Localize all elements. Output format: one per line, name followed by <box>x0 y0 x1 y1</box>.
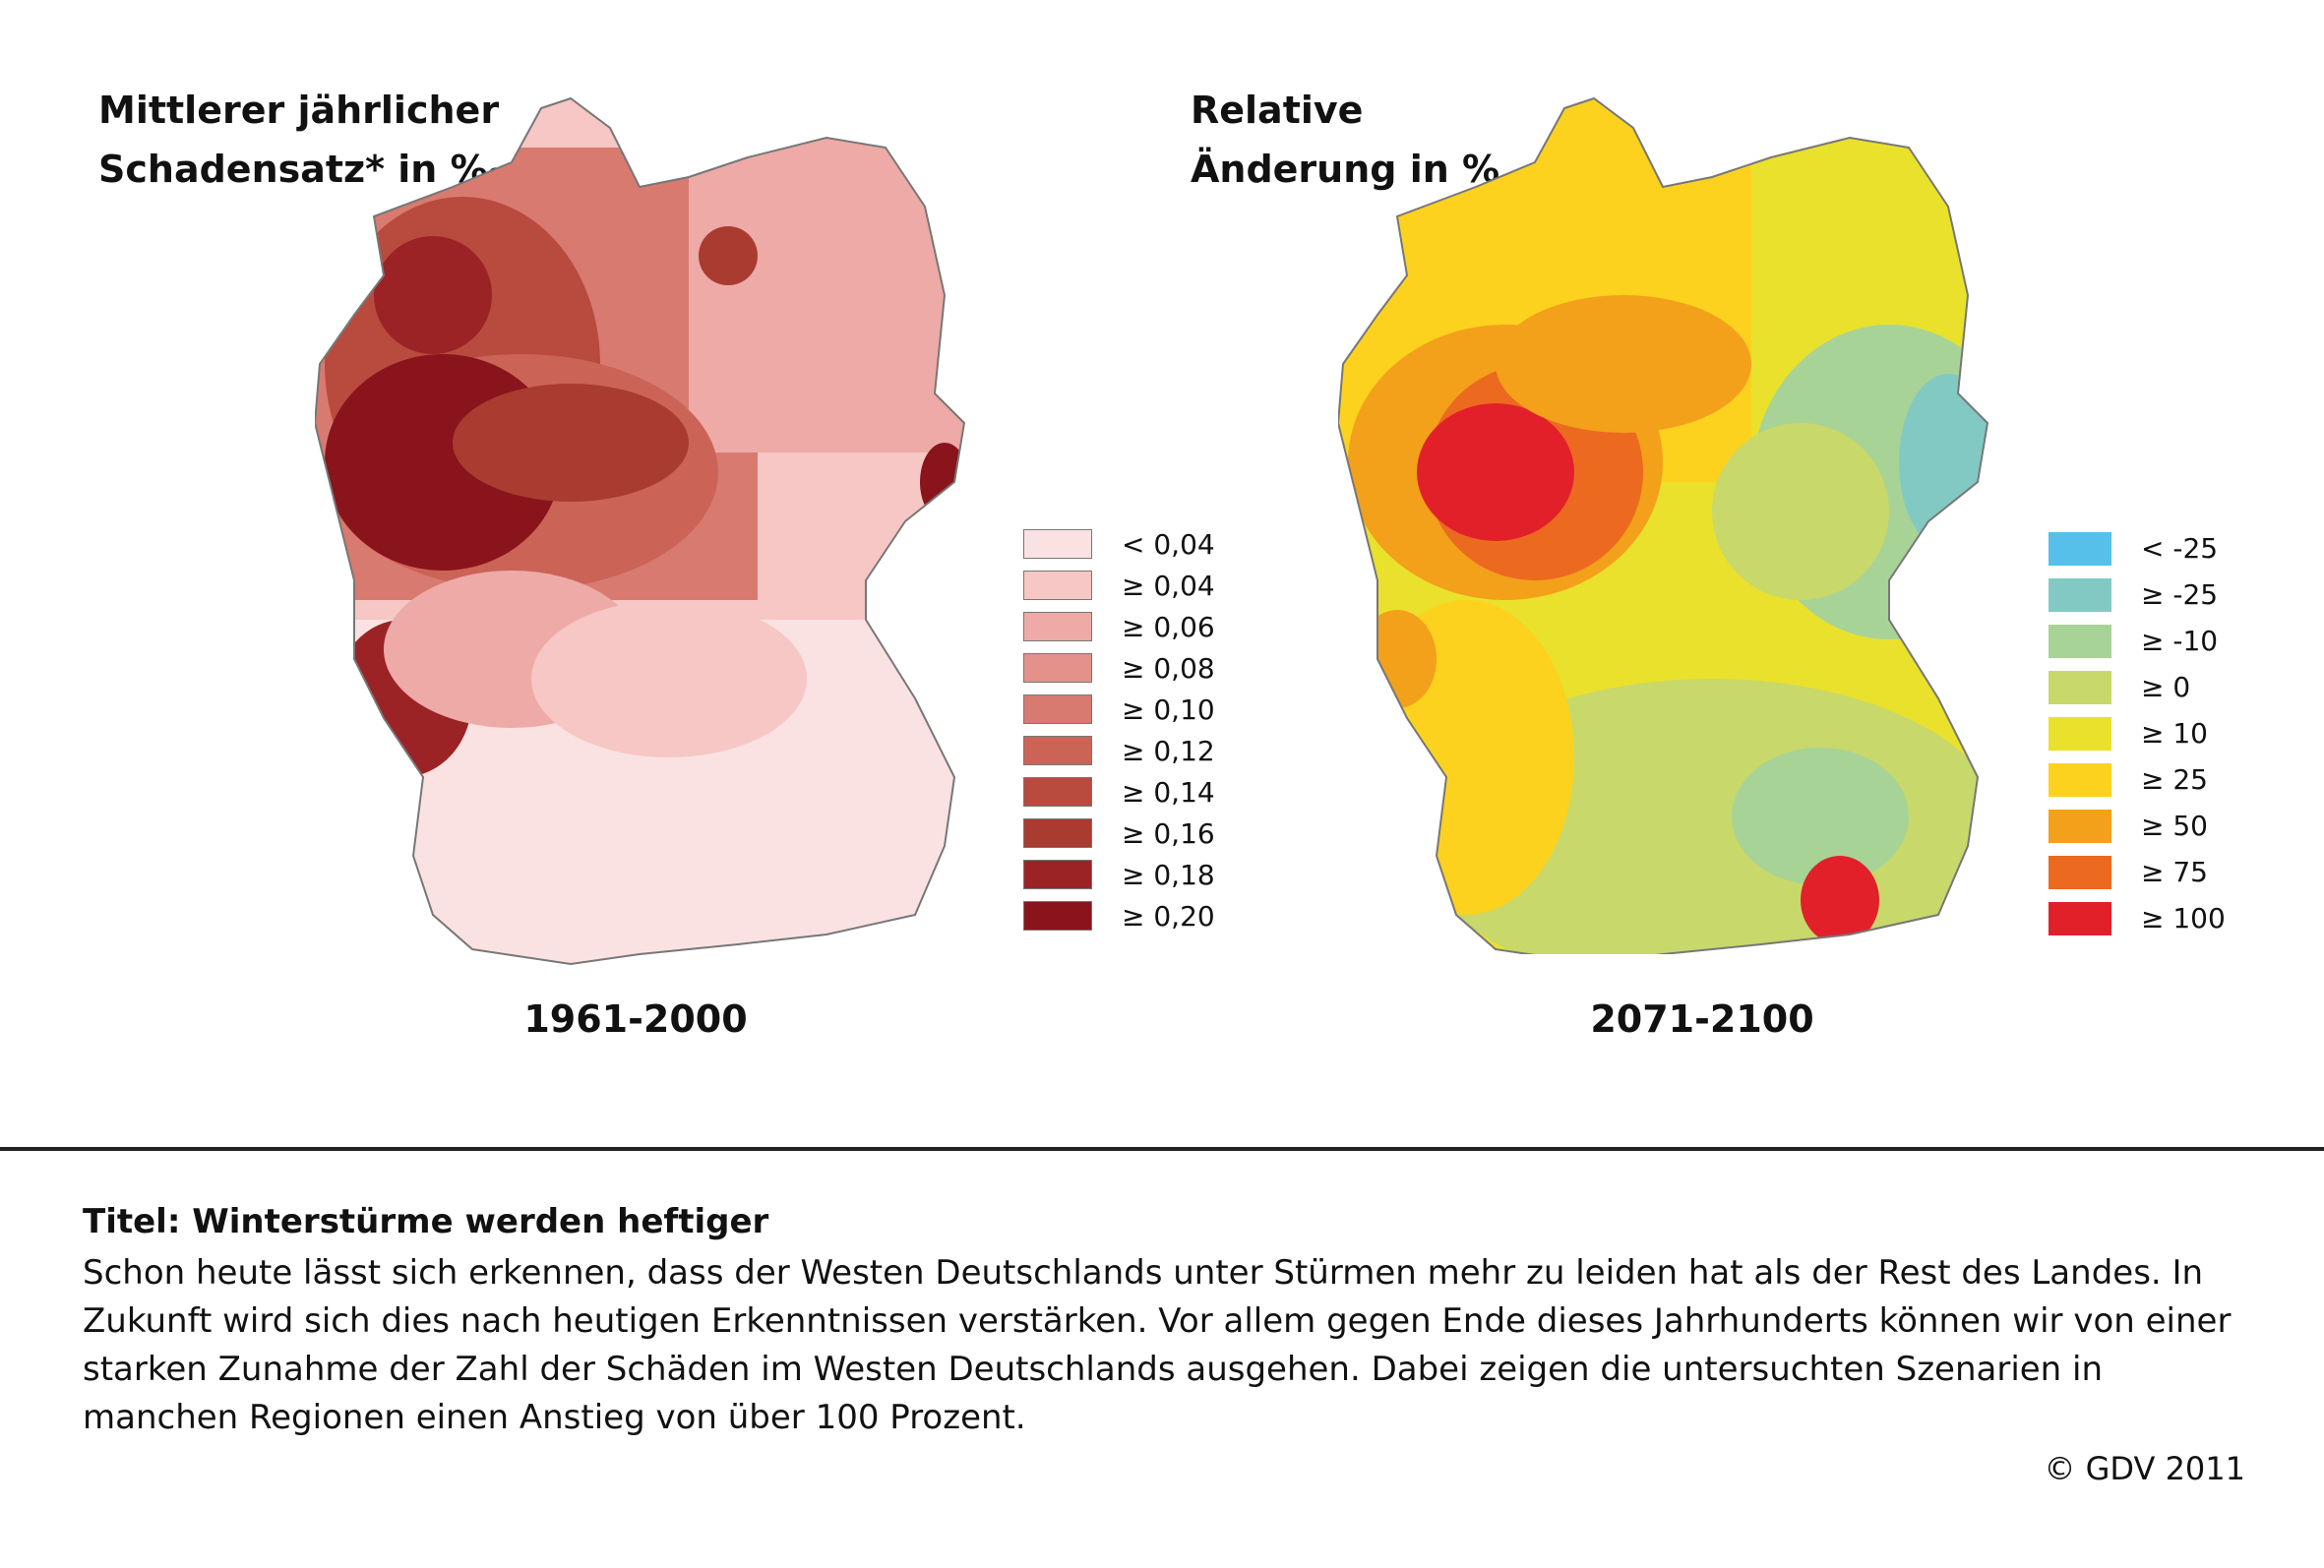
legend-label: ≥ 50 <box>2141 810 2208 842</box>
legend-swatch <box>1023 653 1092 683</box>
caption-title: Titel: Winterstürme werden heftiger <box>83 1202 769 1241</box>
right-map-germany <box>1338 96 1989 954</box>
legend-label: ≥ -25 <box>2141 578 2219 611</box>
right-map-period: 2071-2100 <box>1590 997 1814 1041</box>
legend-item: ≥ 0,04 <box>1023 565 1215 606</box>
legend-swatch <box>1023 694 1092 724</box>
legend-swatch <box>1023 818 1092 848</box>
legend-swatch <box>2049 531 2111 566</box>
left-map-legend: < 0,04 ≥ 0,04 ≥ 0,06 ≥ 0,08 ≥ 0,10 ≥ 0,1… <box>1023 523 1215 936</box>
left-map-germany <box>315 96 966 966</box>
legend-label: < 0,04 <box>1122 527 1215 561</box>
legend-label: ≥ 0,12 <box>1122 734 1215 767</box>
legend-label: ≥ 0,14 <box>1122 775 1215 809</box>
legend-swatch <box>1023 777 1092 807</box>
legend-swatch <box>2049 624 2111 658</box>
legend-swatch <box>2049 716 2111 751</box>
legend-label: < -25 <box>2141 532 2219 565</box>
legend-item: ≥ 50 <box>2049 803 2226 849</box>
legend-item: < -25 <box>2049 525 2226 572</box>
legend-swatch <box>1023 612 1092 641</box>
legend-label: ≥ 25 <box>2141 763 2208 796</box>
legend-item: ≥ 0,16 <box>1023 813 1215 854</box>
legend-item: ≥ -25 <box>2049 572 2226 618</box>
legend-item: ≥ 0,08 <box>1023 647 1215 689</box>
legend-swatch <box>1023 529 1092 559</box>
copyright-notice: © GDV 2011 <box>2044 1450 2245 1487</box>
legend-item: ≥ 0,18 <box>1023 854 1215 895</box>
legend-label: ≥ 0,16 <box>1122 816 1215 850</box>
legend-label: ≥ 0,20 <box>1122 899 1215 933</box>
legend-label: ≥ 0,08 <box>1122 651 1215 685</box>
legend-item: ≥ -10 <box>2049 618 2226 664</box>
legend-label: ≥ 0,10 <box>1122 693 1215 726</box>
legend-item: ≥ 10 <box>2049 710 2226 756</box>
caption-text: Schon heute lässt sich erkennen, dass de… <box>83 1253 2232 1437</box>
legend-item: ≥ 0,20 <box>1023 895 1215 936</box>
right-map-title: Relative Änderung in % <box>1191 89 1500 191</box>
legend-label: ≥ -10 <box>2141 625 2219 657</box>
legend-label: ≥ 0,04 <box>1122 569 1215 602</box>
legend-item: ≥ 0 <box>2049 664 2226 710</box>
legend-swatch <box>1023 571 1092 600</box>
legend-item: ≥ 75 <box>2049 849 2226 895</box>
left-map-period: 1961-2000 <box>523 997 748 1041</box>
legend-label: ≥ 10 <box>2141 717 2208 750</box>
legend-swatch <box>2049 855 2111 889</box>
legend-label: ≥ 0 <box>2141 671 2191 703</box>
legend-item: < 0,04 <box>1023 523 1215 565</box>
legend-swatch <box>1023 860 1092 889</box>
legend-swatch <box>1023 901 1092 931</box>
legend-item: ≥ 0,12 <box>1023 730 1215 771</box>
legend-label: ≥ 100 <box>2141 902 2226 935</box>
legend-item: ≥ 0,06 <box>1023 606 1215 647</box>
legend-item: ≥ 0,10 <box>1023 689 1215 730</box>
legend-item: ≥ 100 <box>2049 895 2226 941</box>
legend-swatch <box>2049 762 2111 797</box>
legend-swatch <box>2049 809 2111 843</box>
legend-label: ≥ 0,06 <box>1122 610 1215 643</box>
legend-swatch <box>2049 670 2111 704</box>
legend-swatch <box>2049 901 2111 935</box>
section-divider <box>0 1147 2324 1151</box>
legend-swatch <box>2049 577 2111 612</box>
legend-item: ≥ 0,14 <box>1023 771 1215 813</box>
right-map-legend: < -25 ≥ -25 ≥ -10 ≥ 0 ≥ 10 ≥ 25 ≥ 50 ≥ 7… <box>2049 525 2226 941</box>
legend-item: ≥ 25 <box>2049 756 2226 803</box>
legend-label: ≥ 75 <box>2141 856 2208 888</box>
legend-swatch <box>1023 736 1092 765</box>
legend-label: ≥ 0,18 <box>1122 858 1215 891</box>
